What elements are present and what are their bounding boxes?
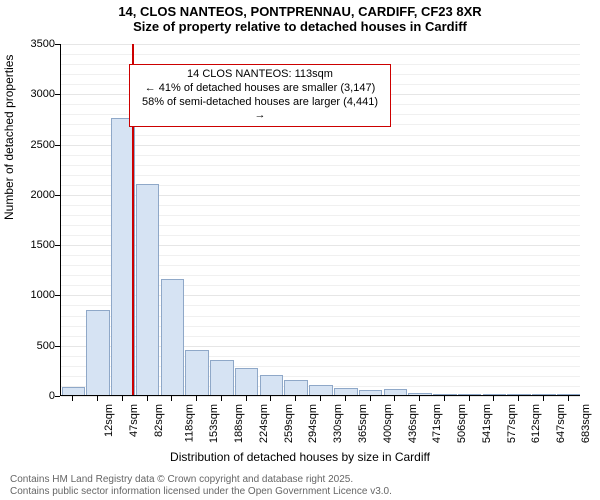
x-tick [469,396,470,401]
y-axis-label: Number of detached properties [2,55,16,220]
title-line1: 14, CLOS NANTEOS, PONTPRENNAU, CARDIFF, … [0,4,600,19]
y-tick [55,44,60,45]
bar [260,375,284,395]
y-tick-label: 3000 [31,88,55,100]
x-tick-label: 612sqm [530,404,542,443]
bar [62,387,86,395]
x-tick-label: 294sqm [308,404,320,443]
bar [507,394,531,395]
x-tick-label: 224sqm [258,404,270,443]
y-tick [55,195,60,196]
x-tick [444,396,445,401]
bar [384,389,408,395]
gridline-minor [61,135,580,136]
x-tick [221,396,222,401]
x-tick-label: 47sqm [128,404,140,437]
x-tick [518,396,519,401]
bar [557,394,581,395]
y-tick-label: 3500 [31,38,55,50]
plot-area: 14 CLOS NANTEOS: 113sqm← 41% of detached… [60,44,580,396]
annotation-line3: 58% of semi-detached houses are larger (… [136,96,384,124]
y-tick-label: 2500 [31,139,55,151]
gridline-major [61,44,580,45]
x-tick-label: 188sqm [233,404,245,443]
x-tick-label: 153sqm [209,404,221,443]
y-tick [55,346,60,347]
y-tick-label: 0 [49,390,55,402]
gridline-major [61,145,580,146]
x-tick-label: 436sqm [407,404,419,443]
y-tick-label: 500 [37,340,55,352]
x-tick-label: 330sqm [332,404,344,443]
x-tick [196,396,197,401]
annotation-box: 14 CLOS NANTEOS: 113sqm← 41% of detached… [129,64,391,127]
bar [235,368,259,395]
gridline-minor [61,175,580,176]
x-tick [72,396,73,401]
x-tick-label: 82sqm [153,404,165,437]
y-tick [55,295,60,296]
title-line2: Size of property relative to detached ho… [0,19,600,34]
y-tick [55,396,60,397]
footer: Contains HM Land Registry data © Crown c… [10,474,392,498]
bar [483,394,507,395]
x-tick-label: 365sqm [357,404,369,443]
x-tick [568,396,569,401]
x-tick [171,396,172,401]
x-tick [97,396,98,401]
x-tick-label: 400sqm [382,404,394,443]
x-tick [419,396,420,401]
y-tick [55,245,60,246]
bar [334,388,358,395]
x-tick [246,396,247,401]
annotation-line1: 14 CLOS NANTEOS: 113sqm [136,68,384,82]
footer-line1: Contains HM Land Registry data © Crown c… [10,474,392,486]
x-tick-label: 541sqm [481,404,493,443]
y-tick-label: 2000 [31,189,55,201]
footer-line2: Contains public sector information licen… [10,486,392,498]
x-tick-label: 577sqm [506,404,518,443]
bar [408,393,432,395]
y-tick-label: 1500 [31,239,55,251]
x-tick [122,396,123,401]
gridline-minor [61,155,580,156]
x-axis-label: Distribution of detached houses by size … [0,450,600,464]
x-tick-label: 259sqm [283,404,295,443]
x-tick [370,396,371,401]
x-tick [270,396,271,401]
bar [433,394,457,396]
x-tick [493,396,494,401]
x-tick-label: 118sqm [183,404,195,442]
y-tick [55,145,60,146]
bar [111,118,135,395]
chart-container: 14, CLOS NANTEOS, PONTPRENNAU, CARDIFF, … [0,0,600,500]
x-tick [147,396,148,401]
x-tick [295,396,296,401]
gridline-minor [61,54,580,55]
bar [458,394,482,395]
y-tick-label: 1000 [31,289,55,301]
bar [532,394,556,395]
bar [136,184,160,395]
x-tick-label: 471sqm [431,404,443,443]
x-tick-label: 12sqm [103,404,115,437]
bar [161,279,185,395]
x-tick-label: 506sqm [456,404,468,443]
bar [86,310,110,395]
bar [185,350,209,395]
bar [210,360,234,395]
x-tick [320,396,321,401]
title-block: 14, CLOS NANTEOS, PONTPRENNAU, CARDIFF, … [0,0,600,34]
bar [359,390,383,395]
y-tick [55,94,60,95]
x-tick [345,396,346,401]
bar [284,380,308,395]
x-tick [394,396,395,401]
x-tick [543,396,544,401]
gridline-minor [61,165,580,166]
x-tick-label: 647sqm [555,404,567,443]
annotation-line2: ← 41% of detached houses are smaller (3,… [136,82,384,96]
bar [309,385,333,395]
x-tick-label: 683sqm [580,404,592,443]
